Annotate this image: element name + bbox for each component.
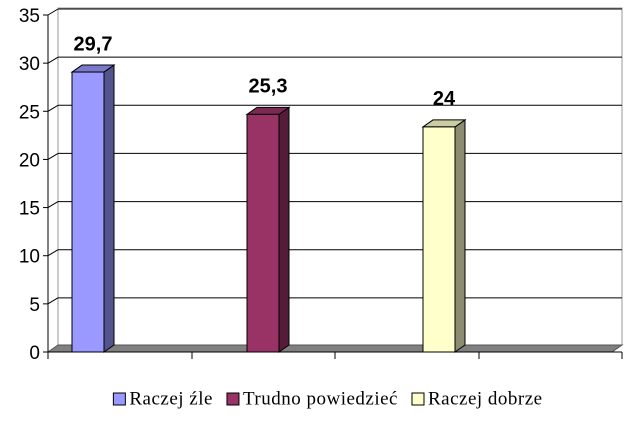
y-tick-label: 10 [19,247,40,268]
axes-frame [46,7,624,359]
value-label: 24 [433,88,456,110]
bar [71,71,105,353]
y-tick-label: 0 [29,343,40,364]
y-tick-label: 15 [19,199,40,220]
value-label: 29,7 [74,33,113,55]
back-wall [57,7,623,346]
grid-line [47,201,59,209]
grid-line [47,56,59,64]
bar-side [278,106,290,353]
legend-swatch [411,392,425,406]
bar-side [103,64,115,353]
grid-line [47,8,59,16]
floor [46,344,624,353]
grid-line [47,104,59,112]
y-tick-label: 30 [19,54,40,75]
y-tick-label: 5 [29,295,40,316]
y-tick-label: 20 [19,150,40,171]
bar-side [454,118,466,353]
legend-label: Raczej źle [129,388,213,409]
legend-label: Trudno powiedzieć [243,388,398,409]
grid-line [47,297,59,305]
bar [422,126,456,353]
bar [246,113,280,353]
y-tick-label: 25 [19,102,40,123]
legend-swatch [226,392,240,406]
grid-line [47,152,59,160]
grid-line [47,249,59,257]
y-tick-label: 35 [19,6,40,27]
legend-swatch [112,392,126,406]
value-label: 25,3 [249,76,288,98]
legend-label: Raczej dobrze [428,388,543,409]
